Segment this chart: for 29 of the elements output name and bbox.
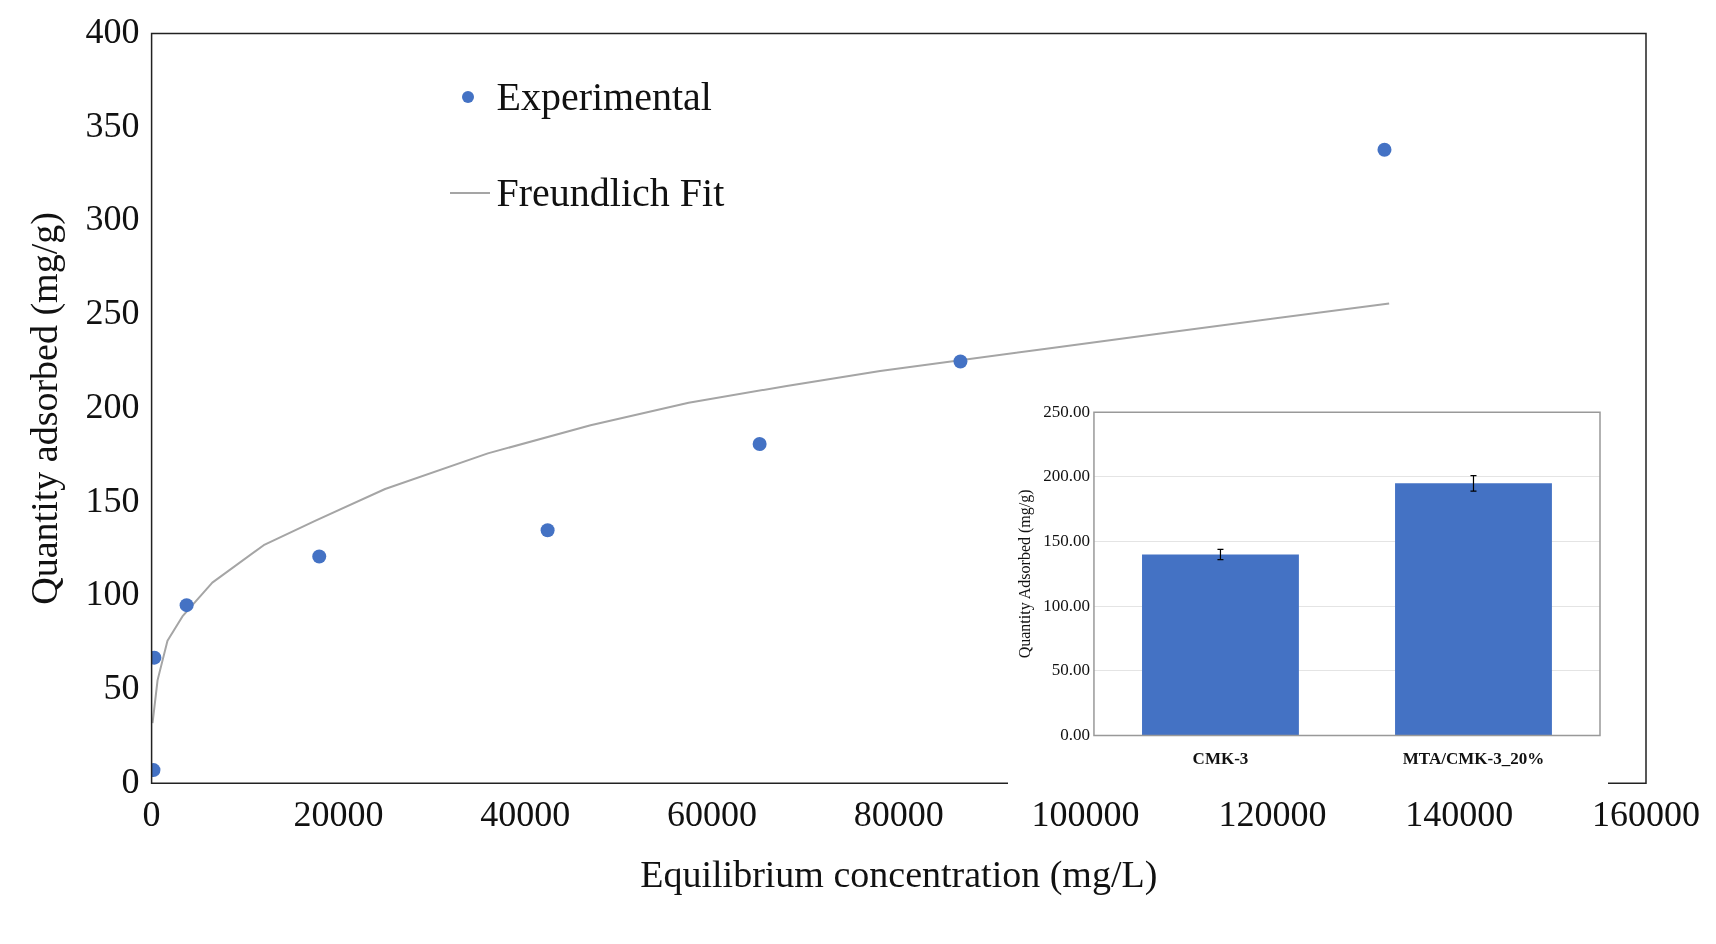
x-tick-label: 120000 bbox=[1218, 794, 1327, 835]
x-tick-label: 40000 bbox=[480, 794, 571, 835]
y-axis-title: Quantity Adsorbed (mg/g) bbox=[1015, 489, 1034, 659]
x-axis-title: Equilibrium concentration (mg/L) bbox=[640, 853, 1158, 897]
y-tick-label: 100 bbox=[85, 573, 140, 614]
y-tick-label: 150.00 bbox=[1043, 531, 1090, 551]
x-tick-label: 80000 bbox=[853, 794, 944, 835]
y-tick-label: 50.00 bbox=[1051, 660, 1090, 680]
x-tick-label: MTA/CMK-3_20% bbox=[1402, 749, 1545, 769]
x-tick-label: 20000 bbox=[293, 794, 384, 835]
y-tick-label: 350 bbox=[85, 104, 140, 145]
y-tick-label: 200.00 bbox=[1043, 466, 1090, 486]
x-tick-label: 60000 bbox=[667, 794, 757, 835]
y-tick-label: 200 bbox=[85, 385, 140, 426]
y-tick-label: 0.00 bbox=[1060, 725, 1090, 745]
y-tick-label: 400 bbox=[85, 11, 140, 52]
y-tick-label: 250.00 bbox=[1043, 401, 1090, 421]
y-tick-label: 100.00 bbox=[1043, 595, 1090, 615]
x-tick-label: CMK-3 bbox=[1192, 749, 1249, 769]
y-axis-title: Quantity adsorbed (mg/g) bbox=[22, 212, 66, 605]
y-tick-label: 300 bbox=[85, 198, 140, 239]
y-tick-label: 150 bbox=[85, 479, 140, 520]
y-tick-label: 250 bbox=[85, 292, 140, 333]
x-tick-label: 140000 bbox=[1405, 794, 1514, 835]
x-tick-label: 100000 bbox=[1031, 794, 1140, 835]
legend-label: Experimental bbox=[496, 73, 712, 119]
legend-label: Freundlich Fit bbox=[496, 169, 725, 215]
x-tick-label: 160000 bbox=[1592, 794, 1700, 835]
y-tick-label: 50 bbox=[103, 666, 140, 707]
